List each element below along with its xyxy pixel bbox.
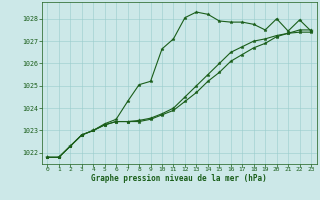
X-axis label: Graphe pression niveau de la mer (hPa): Graphe pression niveau de la mer (hPa) <box>91 174 267 183</box>
